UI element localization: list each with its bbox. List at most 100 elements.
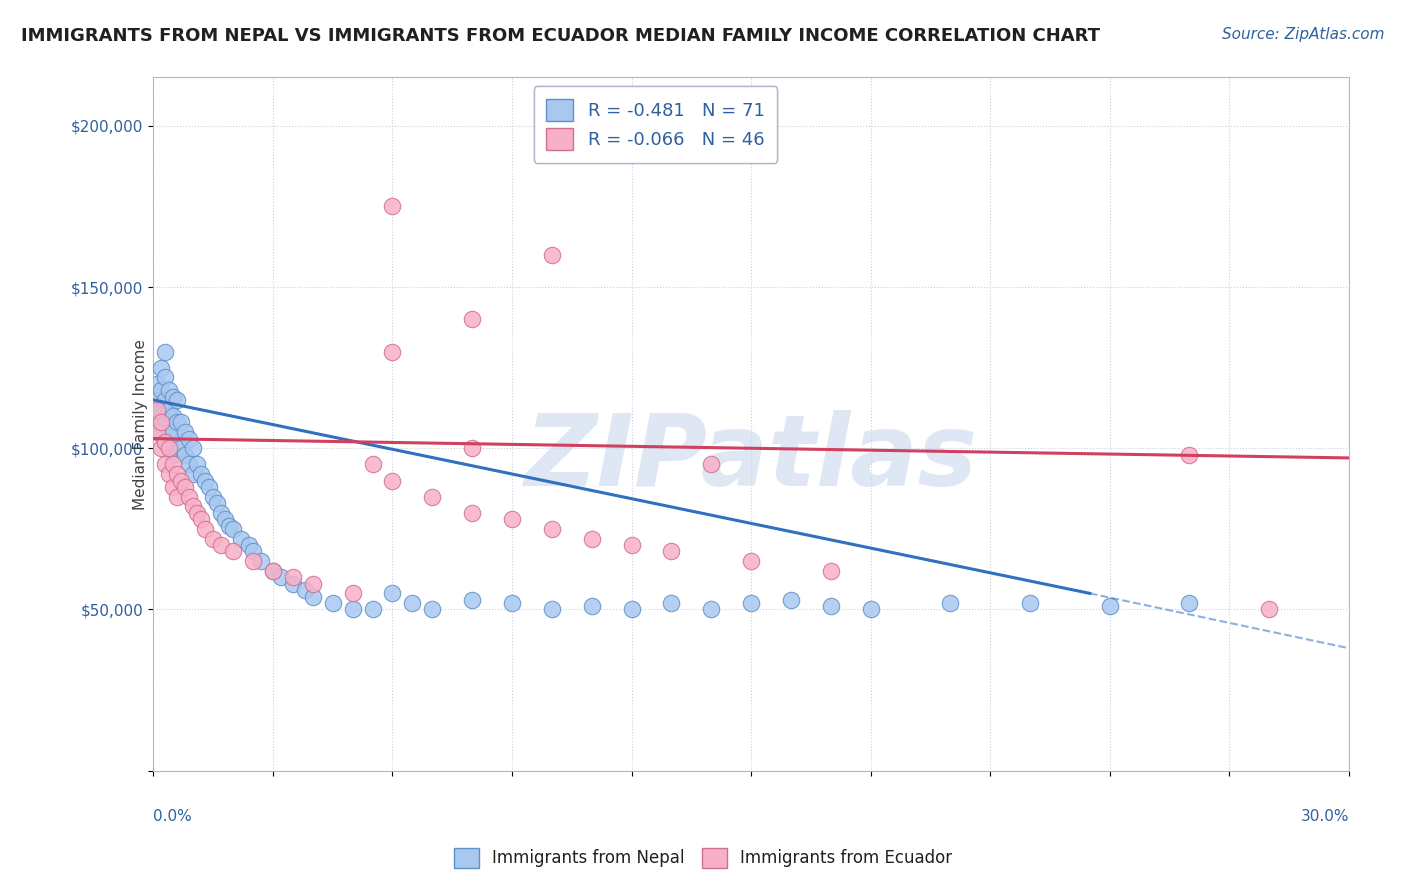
Point xyxy=(157,383,180,397)
Point xyxy=(209,538,232,552)
Point xyxy=(162,480,184,494)
Point xyxy=(214,512,236,526)
Point xyxy=(1019,596,1042,610)
Point xyxy=(155,434,177,449)
Point xyxy=(150,383,173,397)
Point xyxy=(661,596,683,610)
Point xyxy=(179,458,201,472)
Point xyxy=(166,416,188,430)
Point xyxy=(146,416,169,430)
Point xyxy=(501,596,523,610)
Point xyxy=(186,458,208,472)
Point xyxy=(461,312,484,326)
Point xyxy=(150,360,173,375)
Point xyxy=(381,474,404,488)
Point xyxy=(166,467,188,481)
Point xyxy=(581,532,603,546)
Point xyxy=(146,425,169,439)
Point xyxy=(740,596,762,610)
Point xyxy=(162,458,184,472)
Point xyxy=(179,432,201,446)
Point xyxy=(202,490,225,504)
Point xyxy=(174,480,197,494)
Point xyxy=(242,544,264,558)
Point xyxy=(1098,599,1121,614)
Point xyxy=(146,376,169,391)
Point xyxy=(150,416,173,430)
Legend: Immigrants from Nepal, Immigrants from Ecuador: Immigrants from Nepal, Immigrants from E… xyxy=(447,841,959,875)
Point xyxy=(162,448,184,462)
Point xyxy=(198,480,221,494)
Point xyxy=(162,409,184,423)
Point xyxy=(700,458,723,472)
Point xyxy=(342,602,364,616)
Point xyxy=(194,474,217,488)
Point xyxy=(162,390,184,404)
Point xyxy=(1178,448,1201,462)
Point xyxy=(181,442,204,456)
Point xyxy=(170,416,193,430)
Point xyxy=(174,448,197,462)
Point xyxy=(361,602,384,616)
Point xyxy=(155,416,177,430)
Point xyxy=(157,402,180,417)
Point xyxy=(281,576,304,591)
Point xyxy=(501,512,523,526)
Point xyxy=(229,532,252,546)
Point xyxy=(620,602,643,616)
Point xyxy=(157,442,180,456)
Y-axis label: Median Family Income: Median Family Income xyxy=(132,339,148,509)
Point xyxy=(581,599,603,614)
Point xyxy=(661,544,683,558)
Point xyxy=(157,442,180,456)
Point xyxy=(209,506,232,520)
Point xyxy=(155,392,177,407)
Point xyxy=(294,583,316,598)
Point xyxy=(150,425,173,439)
Point xyxy=(740,554,762,568)
Point xyxy=(186,506,208,520)
Point xyxy=(181,500,204,514)
Point xyxy=(179,490,201,504)
Point xyxy=(540,248,562,262)
Text: ZIPatlas: ZIPatlas xyxy=(524,410,977,508)
Point xyxy=(170,442,193,456)
Point xyxy=(155,344,177,359)
Point xyxy=(262,564,284,578)
Point xyxy=(166,392,188,407)
Point xyxy=(780,592,803,607)
Point xyxy=(381,199,404,213)
Point xyxy=(238,538,260,552)
Point xyxy=(170,474,193,488)
Point xyxy=(620,538,643,552)
Point xyxy=(262,564,284,578)
Point xyxy=(155,370,177,384)
Point xyxy=(162,425,184,439)
Point xyxy=(202,532,225,546)
Legend: R = -0.481   N = 71, R = -0.066   N = 46: R = -0.481 N = 71, R = -0.066 N = 46 xyxy=(534,87,778,163)
Point xyxy=(342,586,364,600)
Text: Source: ZipAtlas.com: Source: ZipAtlas.com xyxy=(1222,27,1385,42)
Point xyxy=(1178,596,1201,610)
Point xyxy=(820,599,842,614)
Point xyxy=(1258,602,1281,616)
Point xyxy=(166,490,188,504)
Point xyxy=(190,467,212,481)
Point xyxy=(157,425,180,439)
Point xyxy=(381,344,404,359)
Point xyxy=(322,596,344,610)
Point xyxy=(461,442,484,456)
Point xyxy=(190,512,212,526)
Point xyxy=(146,402,169,417)
Point xyxy=(205,496,228,510)
Text: 30.0%: 30.0% xyxy=(1301,809,1348,824)
Point xyxy=(281,570,304,584)
Point xyxy=(157,467,180,481)
Point xyxy=(270,570,292,584)
Point xyxy=(194,522,217,536)
Point xyxy=(155,458,177,472)
Point xyxy=(540,522,562,536)
Text: IMMIGRANTS FROM NEPAL VS IMMIGRANTS FROM ECUADOR MEDIAN FAMILY INCOME CORRELATIO: IMMIGRANTS FROM NEPAL VS IMMIGRANTS FROM… xyxy=(21,27,1099,45)
Point xyxy=(301,576,323,591)
Point xyxy=(420,490,443,504)
